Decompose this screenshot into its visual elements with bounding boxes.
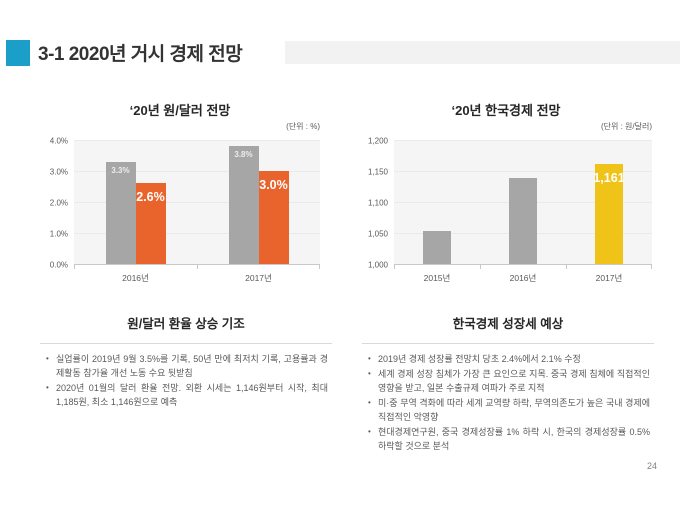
bar-data-label: 3.3% (111, 165, 130, 175)
y-axis-tick-label: 1,200 (367, 136, 388, 146)
x-axis-labels: 2015년 2016년 2017년 (394, 272, 652, 284)
x-axis-tick (74, 265, 75, 269)
bar-group (480, 141, 566, 264)
x-axis-labels: 2016년 2017년 (74, 272, 320, 284)
y-axis-tick-label: 1.0% (49, 229, 68, 239)
y-axis-tick-label: 2.0% (49, 198, 68, 208)
title-accent-square (6, 40, 30, 66)
bar-2016년-orange: 2.6% (135, 183, 166, 264)
bar-groups: 3.3% 2.6% 3.8% 3.0% (74, 141, 320, 264)
gridline (74, 140, 320, 141)
bar-data-label: 3.0% (259, 178, 288, 192)
x-axis-tick (479, 265, 481, 269)
bar-group (394, 141, 480, 264)
chart-body: 1,000 1,050 1,100 1,150 1,200 1,161 (360, 137, 652, 270)
x-axis-tick (319, 265, 320, 269)
section-exchange-rate: 원/달러 환율 상승 기조 실업률이 2019년 9월 3.5%를 기록, 50… (40, 313, 332, 411)
page-title: 3-1 2020년 거시 경제 전망 (38, 44, 243, 65)
bar-2017년-gray: 3.8% (228, 146, 259, 264)
chart-usd-krw-outlook: ‘20년 원/달러 전망 (단위 : %) 0.0% 1.0% 2.0% 3.0% 4.… (40, 100, 320, 284)
section-heading: 원/달러 환율 상승 기조 (40, 313, 332, 344)
bar-2015년-values (423, 231, 451, 264)
chart-body: 0.0% 1.0% 2.0% 3.0% 4.0% 3.3% 2.6% 3.8% 3.0% (40, 137, 320, 270)
x-axis-tick (197, 265, 198, 269)
y-axis-tick-label: 0.0% (49, 260, 68, 270)
bullet-item: 2019년 경제 성장률 전망치 당초 2.4%에서 2.1% 수정 (368, 353, 650, 367)
bar-groups: 1,161 (394, 141, 652, 264)
bar-data-label: 3.8% (234, 150, 253, 160)
y-axis-labels: 1,000 1,050 1,100 1,150 1,200 (360, 137, 394, 270)
y-axis-tick-label: 3.0% (49, 167, 68, 177)
bar-data-label: 2.6% (136, 190, 165, 205)
x-axis-category-label: 2017년 (245, 273, 272, 283)
y-axis-tick-label: 4.0% (49, 136, 68, 146)
y-axis-tick-label: 1,100 (367, 198, 388, 208)
bullet-item: 미·중 무역 격화에 따라 세계 교역량 하락, 무역의존도가 높은 국내 경제… (368, 397, 650, 425)
bar-2016년-values (509, 178, 537, 264)
x-axis-tick (651, 265, 652, 269)
bullet-list: 실업률이 2019년 9월 3.5%를 기록, 50년 만에 최저치 기록, 고… (40, 353, 332, 410)
gridline (74, 171, 320, 172)
gridline (394, 140, 652, 141)
x-axis-tick (565, 265, 567, 269)
chart-unit-label: (단위 : %) (286, 122, 320, 131)
chart-korea-economy-outlook: ‘20년 한국경제 전망 (단위 : 원/달러) 1,000 1,050 1,100… (360, 100, 652, 284)
section-korea-growth: 한국경제 성장세 예상 2019년 경제 성장률 전망치 당초 2.4%에서 2… (362, 313, 654, 455)
bullet-item: 실업률이 2019년 9월 3.5%를 기록, 50년 만에 최저치 기록, 고… (46, 353, 328, 381)
y-axis-tick-label: 1,000 (367, 260, 388, 270)
bullet-item: 세계 경제 성장 침체가 가장 큰 요인으로 지목. 중국 경제 침체에 직접적… (368, 368, 650, 396)
page-number: 24 (646, 461, 657, 471)
gridline (394, 171, 652, 172)
chart-title: ‘20년 한국경제 전망 (451, 103, 561, 118)
bar-2017년-orange: 3.0% (258, 171, 289, 264)
bar-2017년-values: 1,161 (593, 164, 625, 264)
section-heading: 한국경제 성장세 예상 (362, 313, 654, 344)
title-background-band (285, 41, 680, 64)
plot-area: 3.3% 2.6% 3.8% 3.0% (74, 140, 320, 269)
bullet-item: 2020년 01월의 달러 환율 전망. 외환 시세는 1,146원부터 시작,… (46, 382, 328, 410)
y-axis-tick-label: 1,150 (367, 167, 388, 177)
bar-group: 3.3% 2.6% (74, 141, 197, 264)
bar-group: 1,161 (566, 141, 652, 264)
bullet-item: 현대경제연구원, 중국 경제성장률 1% 하락 시, 한국의 경제성장률 0.5… (368, 426, 650, 454)
gridline (74, 202, 320, 203)
bar-data-label: 1,161 (593, 171, 625, 186)
bar-2016년-gray: 3.3% (105, 161, 136, 264)
y-axis-labels: 0.0% 1.0% 2.0% 3.0% 4.0% (40, 137, 74, 270)
x-axis-category-label: 2017년 (595, 273, 623, 283)
plot-area: 1,161 (394, 140, 652, 269)
x-axis-tick (394, 265, 395, 269)
x-axis-category-label: 2016년 (509, 273, 537, 283)
x-axis-category-label: 2015년 (423, 273, 451, 283)
chart-title: ‘20년 원/달러 전망 (129, 103, 231, 118)
gridline (74, 233, 320, 234)
x-axis-category-label: 2016년 (122, 273, 149, 283)
chart-unit-label: (단위 : 원/달러) (600, 122, 652, 131)
bullet-list: 2019년 경제 성장률 전망치 당초 2.4%에서 2.1% 수정세계 경제 … (362, 353, 654, 454)
bar-group: 3.8% 3.0% (197, 141, 320, 264)
y-axis-tick-label: 1,050 (367, 229, 388, 239)
